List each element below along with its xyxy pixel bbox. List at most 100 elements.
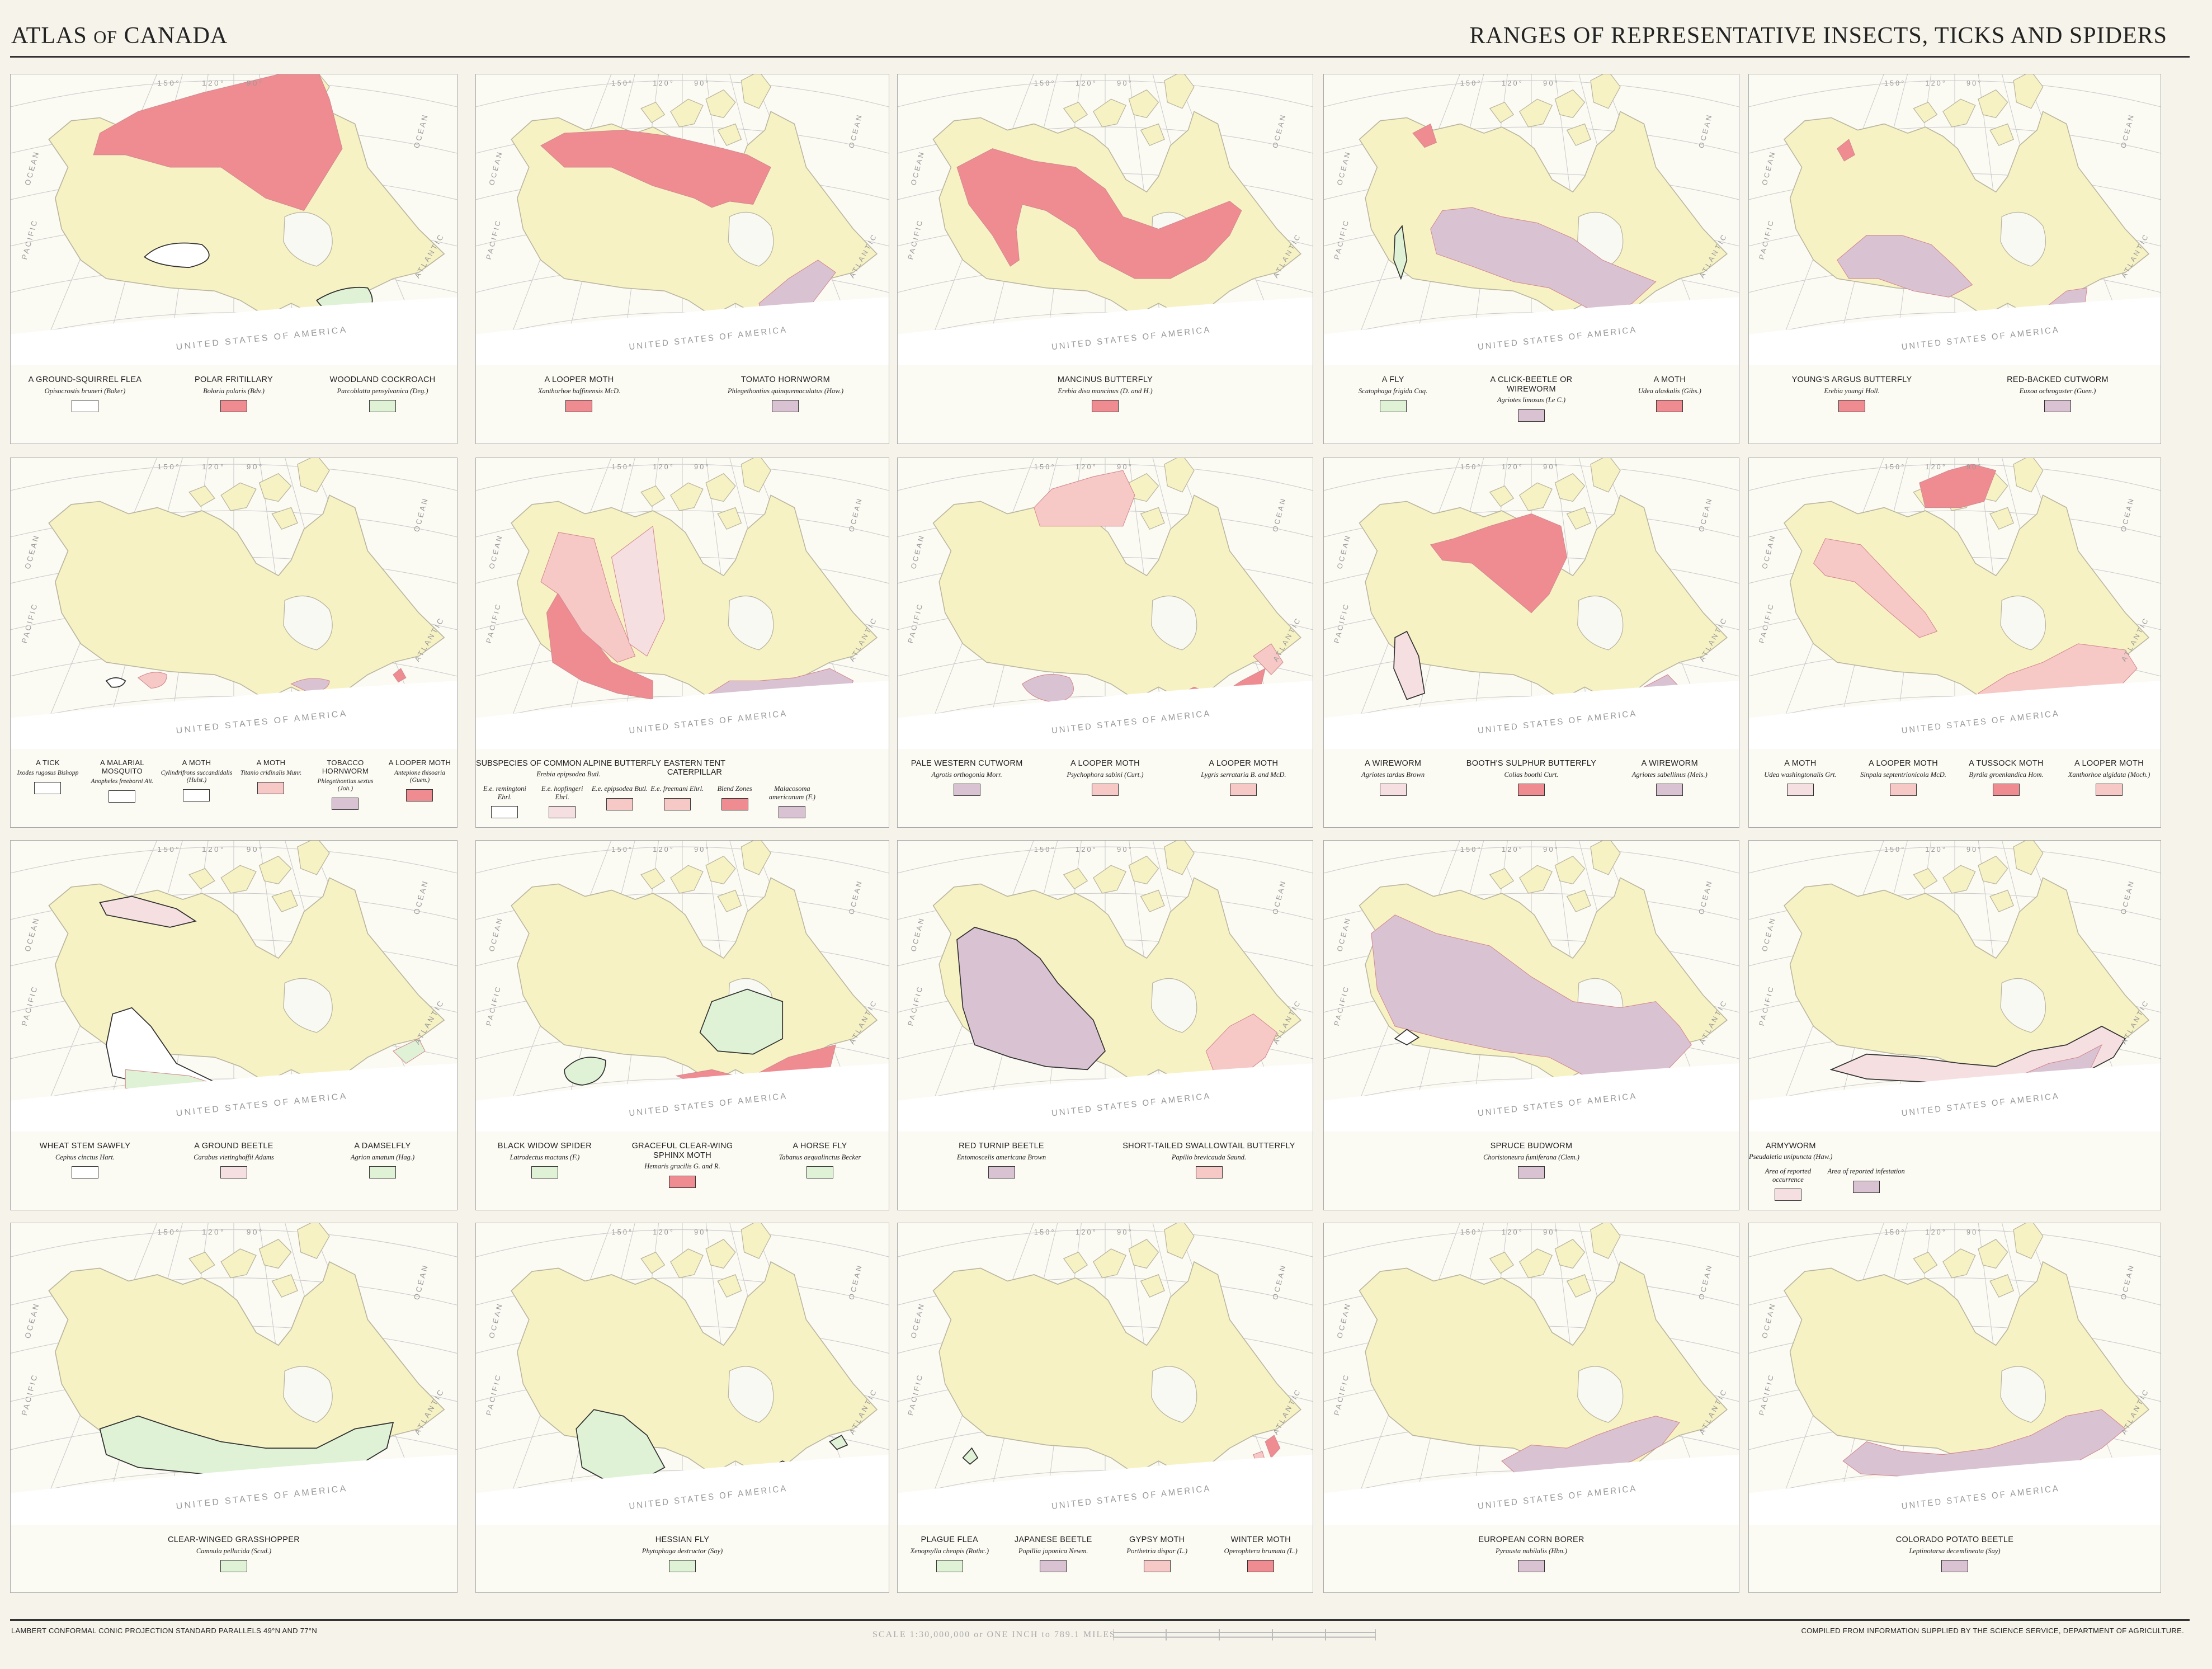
range-area	[540, 130, 771, 208]
longitude-label: 90°	[1966, 1228, 1983, 1237]
legend-item: Area of reported occurrence	[1749, 1165, 1827, 1201]
range-area	[1393, 630, 1426, 700]
legend-item: A MOTH Udea washingtonalis Grt.	[1751, 759, 1850, 796]
legend-item: A MOTH Titanio cridinalis Munr.	[235, 758, 307, 795]
arctic-island	[220, 1248, 257, 1279]
usa-area	[11, 1063, 457, 1131]
longitude-label: 120°	[653, 845, 675, 854]
longitude-label: 90°	[1117, 79, 1133, 87]
range-area	[1813, 538, 1938, 638]
legend-swatch	[669, 1175, 696, 1188]
map-panel: UNITED STATES OF AMERICA PACIFIC OCEAN ATLA…	[1748, 1223, 2161, 1593]
legend-swatch	[1091, 784, 1119, 796]
legend-swatch	[1656, 400, 1683, 413]
range-area	[1394, 1029, 1420, 1046]
longitude-label: 150°	[157, 1228, 181, 1237]
range-area	[1265, 1435, 1281, 1459]
range-area	[540, 532, 636, 663]
arctic-island	[188, 867, 215, 890]
legend-common-name: A MOTH	[1653, 375, 1686, 384]
legend-item: TOMATO HORNWORM Phlegethontius quinquemac…	[686, 375, 884, 413]
range-area	[144, 242, 210, 268]
longitude-label: 90°	[694, 845, 710, 854]
legend-swatch	[34, 782, 62, 795]
hudson-bay	[2000, 595, 2046, 650]
usa-area	[898, 1063, 1313, 1131]
ocean-label: OCEAN	[487, 149, 504, 186]
legend-swatch	[721, 798, 748, 810]
range-area	[105, 677, 126, 688]
map-panel: UNITED STATES OF AMERICA PACIFIC OCEAN ATLA…	[475, 840, 889, 1210]
legend-common-name: RED TURNIP BEETLE	[959, 1142, 1044, 1151]
legend-item: A LOOPER MOTH Xanthorhoe baffinensis McD.	[480, 375, 678, 413]
legend-swatch	[1890, 784, 1917, 796]
legend: PALE WESTERN CUTWORM Agrotis orthogonia M…	[898, 759, 1313, 796]
ocean-label: OCEAN	[1335, 149, 1352, 186]
range-area	[611, 525, 665, 657]
arctic-island	[1554, 855, 1586, 885]
longitude-label: 150°	[1884, 845, 1906, 854]
longitude-label: 120°	[1076, 845, 1097, 854]
arctic-island	[1590, 458, 1621, 493]
map-panel: UNITED STATES OF AMERICA PACIFIC OCEAN ATLA…	[1748, 840, 2161, 1210]
ocean-label: OCEAN	[1335, 916, 1352, 953]
legend-common-name: POLAR FRITILLARY	[195, 375, 273, 384]
canada-land	[1359, 111, 1728, 336]
pacific-label: PACIFIC	[1757, 602, 1775, 644]
legend-item: A LOOPER MOTH Lygris serrataria B. and Mc…	[1177, 759, 1310, 796]
legend-swatch	[369, 400, 396, 413]
legend-swatch	[1247, 1560, 1275, 1573]
longitude-label: 150°	[1460, 463, 1482, 471]
longitude-label: 120°	[1925, 79, 1947, 87]
legend-sci-name: Phlegethontius quinquemaculatus (Haw.)	[727, 386, 843, 395]
arctic-island	[258, 473, 292, 502]
legend-common-name: SHORT-TAILED SWALLOWTAIL BUTTERFLY	[1122, 1142, 1295, 1151]
legend-sci-name: Xanthorhoe algidata (Moch.)	[2068, 770, 2150, 779]
ocean-label: OCEAN	[2119, 112, 2136, 149]
legend-swatch	[406, 789, 433, 802]
arctic-island	[1518, 865, 1553, 894]
hudson-bay	[2000, 211, 2046, 267]
map-panel: UNITED STATES OF AMERICA PACIFIC OCEAN ATLA…	[1748, 458, 2161, 828]
legend-common-name: EUROPEAN CORN BORER	[1478, 1535, 1584, 1544]
legend-item: GRACEFUL CLEAR-WING SPHINX MOTH Hemaris g…	[616, 1142, 748, 1188]
legend-group-title: ARMYWORM	[1765, 1142, 1816, 1151]
legend-swatch	[549, 806, 576, 819]
pacific-label: PACIFIC	[484, 602, 503, 644]
arctic-island	[1913, 101, 1938, 124]
legend-swatch	[1517, 409, 1545, 422]
arctic-island	[717, 123, 742, 147]
arctic-island	[1140, 889, 1165, 913]
usa-area	[476, 1454, 889, 1525]
arctic-island	[1164, 74, 1195, 109]
legend-sci-name: Titanio cridinalis Munr.	[240, 769, 302, 776]
range-area	[1412, 123, 1437, 148]
range-area	[956, 926, 1106, 1071]
ocean-label: OCEAN	[909, 916, 926, 953]
legend-item: A WIREWORM Agriotes sabellinus (Mels.)	[1603, 759, 1736, 796]
ocean-label: OCEAN	[1697, 879, 1714, 916]
hudson-bay	[728, 595, 774, 650]
legend-item: COLORADO POTATO BEETLE Leptinotarsa decem…	[1757, 1535, 2153, 1573]
arctic-island	[741, 841, 771, 875]
arctic-island	[1913, 1251, 1938, 1274]
longitude-label: 120°	[653, 463, 675, 471]
arctic-island	[1518, 98, 1553, 128]
arctic-island	[705, 89, 736, 119]
legend-item: A CLICK-BEETLE OR WIREWORM Agriotes limos…	[1465, 375, 1597, 422]
legend-swatch	[953, 784, 980, 796]
legend-item: MANCINUS BUTTERFLY Erebia disa mancinus (…	[906, 375, 1304, 413]
legend-sci-name: Agrion amatum (Hag.)	[350, 1153, 415, 1161]
legend-item: JAPANESE BEETLE Popillia japonica Newm.	[1003, 1535, 1103, 1573]
hudson-bay	[2000, 1366, 2046, 1423]
canada-land	[511, 877, 878, 1102]
longitude-label: 120°	[1502, 845, 1524, 854]
pacific-label: PACIFIC	[1332, 602, 1351, 644]
legend: EUROPEAN CORN BORER Pyrausta nubilalis (H…	[1324, 1535, 1739, 1573]
legend-common-name: BOOTH'S SULPHUR BUTTERFLY	[1466, 759, 1597, 768]
legend-item: POLAR FRITILLARY Boloria polaris (Bdv.)	[162, 375, 305, 413]
longitude-label: 150°	[611, 845, 633, 854]
arctic-island	[271, 889, 298, 913]
legend-item: PALE WESTERN CUTWORM Agrotis orthogonia M…	[900, 759, 1033, 796]
ocean-label: OCEAN	[847, 496, 864, 533]
